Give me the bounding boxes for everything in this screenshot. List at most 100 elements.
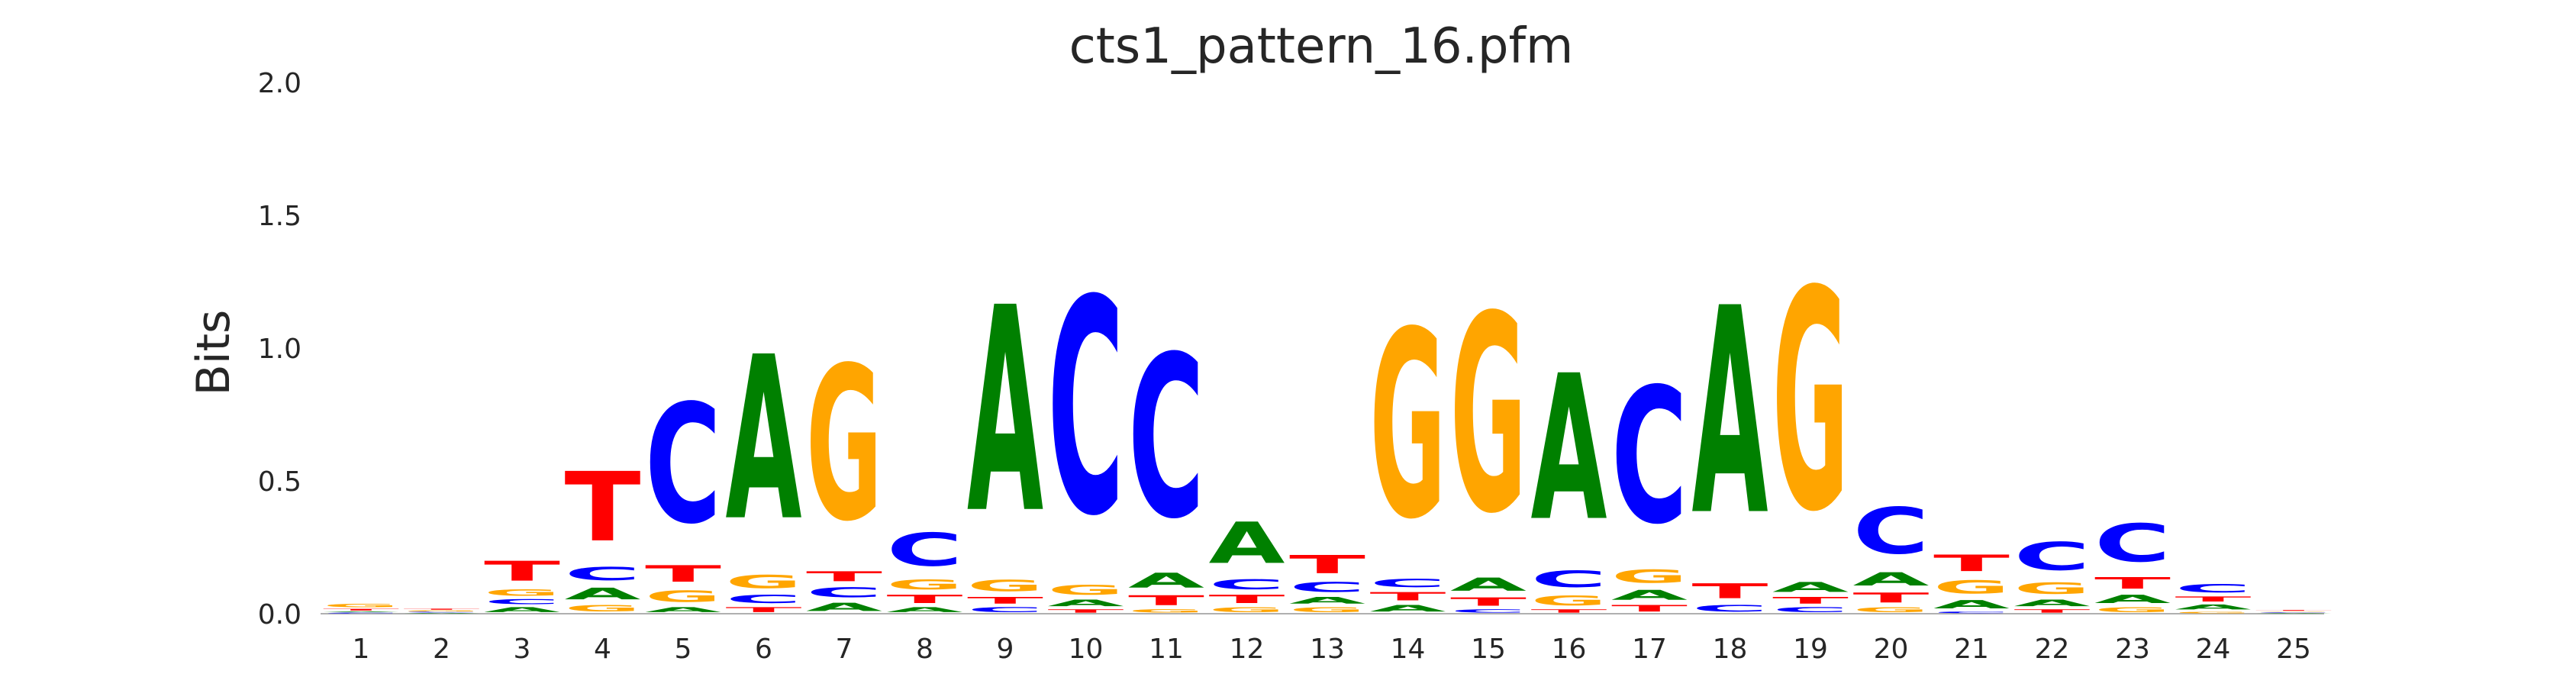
logo-letter-T: T — [1611, 603, 1688, 614]
logo-letter-G: G — [645, 587, 721, 605]
x-tick-label: 1 — [353, 634, 370, 665]
logo-letter-G: G — [2175, 611, 2252, 614]
logo-letter-C: C — [1691, 603, 1768, 614]
x-tick-label: 11 — [1149, 634, 1184, 665]
logo-letter-C: C — [2094, 514, 2171, 574]
x-tick-label: 8 — [916, 634, 933, 665]
x-tick-label: 7 — [836, 634, 853, 665]
x-tick-label: 16 — [1552, 634, 1587, 665]
x-tick-label: 4 — [594, 634, 611, 665]
logo-letter-C: C — [1209, 576, 1285, 592]
logo-letter-C: C — [1933, 611, 2010, 614]
logo-letter-G: G — [967, 576, 1043, 595]
logo-letter-C: C — [1531, 566, 1607, 593]
x-tick-label: 6 — [755, 634, 772, 665]
logo-letter-C: C — [1611, 349, 1688, 566]
logo-letter-A: A — [1853, 569, 1930, 590]
logo-letter-G: G — [1370, 276, 1446, 576]
logo-letter-C: C — [1772, 606, 1849, 614]
x-tick-label: 25 — [2276, 634, 2311, 665]
logo-letter-T: T — [806, 569, 882, 585]
logo-letter-G: G — [2014, 579, 2091, 598]
logo-letter-T: T — [1853, 590, 1930, 606]
logo-letter-T: T — [726, 606, 802, 614]
x-tick-label: 12 — [1230, 634, 1265, 665]
x-tick-label: 22 — [2035, 634, 2070, 665]
x-tick-label: 3 — [514, 634, 531, 665]
x-tick-label: 9 — [997, 634, 1014, 665]
logo-letter-G: G — [2094, 606, 2171, 614]
logo-letter-G: G — [1772, 227, 1849, 579]
logo-letter-T: T — [1772, 595, 1849, 606]
logo-letter-A: A — [323, 611, 399, 613]
x-tick-label: 20 — [1874, 634, 1909, 665]
logo-letter-G: G — [1531, 592, 1607, 608]
logo-letter-C: C — [2175, 582, 2252, 595]
y-tick-label: 2.0 — [258, 68, 301, 99]
logo-letter-T: T — [2094, 574, 2171, 592]
logo-letter-T: T — [645, 561, 721, 588]
x-tick-label: 23 — [2115, 634, 2150, 665]
y-axis-title: Bits — [187, 310, 240, 396]
logo-letter-A: A — [2014, 598, 2091, 608]
logo-letter-T: T — [1692, 579, 1768, 603]
logo-letter-A: A — [726, 308, 802, 570]
logo-letter-T: T — [887, 592, 963, 605]
logo-letter-C: C — [1450, 608, 1527, 614]
y-tick-label: 0.5 — [258, 466, 301, 498]
logo-letter-T: T — [1370, 590, 1446, 603]
logo-letter-G: G — [484, 587, 560, 598]
logo-letter-G: G — [1933, 576, 2010, 598]
logo-letter-C: C — [806, 585, 882, 601]
x-tick-label: 13 — [1310, 634, 1345, 665]
logo-letter-T: T — [2175, 595, 2252, 603]
logo-letter-C: C — [564, 563, 640, 585]
logo-letter-G: G — [1048, 582, 1124, 598]
x-tick-label: 19 — [1793, 634, 1828, 665]
logo-letter-G: G — [323, 603, 399, 608]
y-tick-label: 0.0 — [258, 599, 301, 631]
logo-letter-A: A — [404, 613, 480, 614]
chart-title: cts1_pattern_16.pfm — [1069, 18, 1574, 75]
y-tick-label: 1.5 — [258, 201, 301, 232]
logo-letter-T: T — [484, 556, 560, 587]
logo-letter-A: A — [806, 601, 882, 614]
logo-letter-G: G — [2255, 611, 2332, 612]
logo-letter-C: C — [1048, 238, 1124, 581]
logo-column: CTA — [1691, 248, 1768, 614]
logo-letter-C: C — [967, 606, 1043, 614]
x-tick-labels: 1 2 3 4 5 6 7 8 9 10 11 12 13 14 15 16 17 18 19 20 21 22 23 24 2… — [353, 634, 2311, 665]
logo-letter-G: G — [806, 323, 882, 568]
x-tick-label: 21 — [1954, 634, 1989, 665]
logo-letter-T: T — [1933, 550, 2010, 577]
x-tick-label: 15 — [1471, 634, 1506, 665]
logo-letter-A: A — [1611, 587, 1688, 603]
logo-letter-T: T — [1450, 595, 1527, 608]
logo-letter-G: G — [887, 576, 963, 592]
logo-letter-T: T — [1048, 608, 1124, 614]
logo-letter-A: A — [645, 606, 721, 614]
logo-letter-A: A — [1128, 569, 1204, 592]
logo-letter-A: A — [2094, 592, 2171, 605]
logo-letter-G: G — [1209, 606, 1285, 614]
logo-letter-C: C — [1370, 576, 1446, 589]
